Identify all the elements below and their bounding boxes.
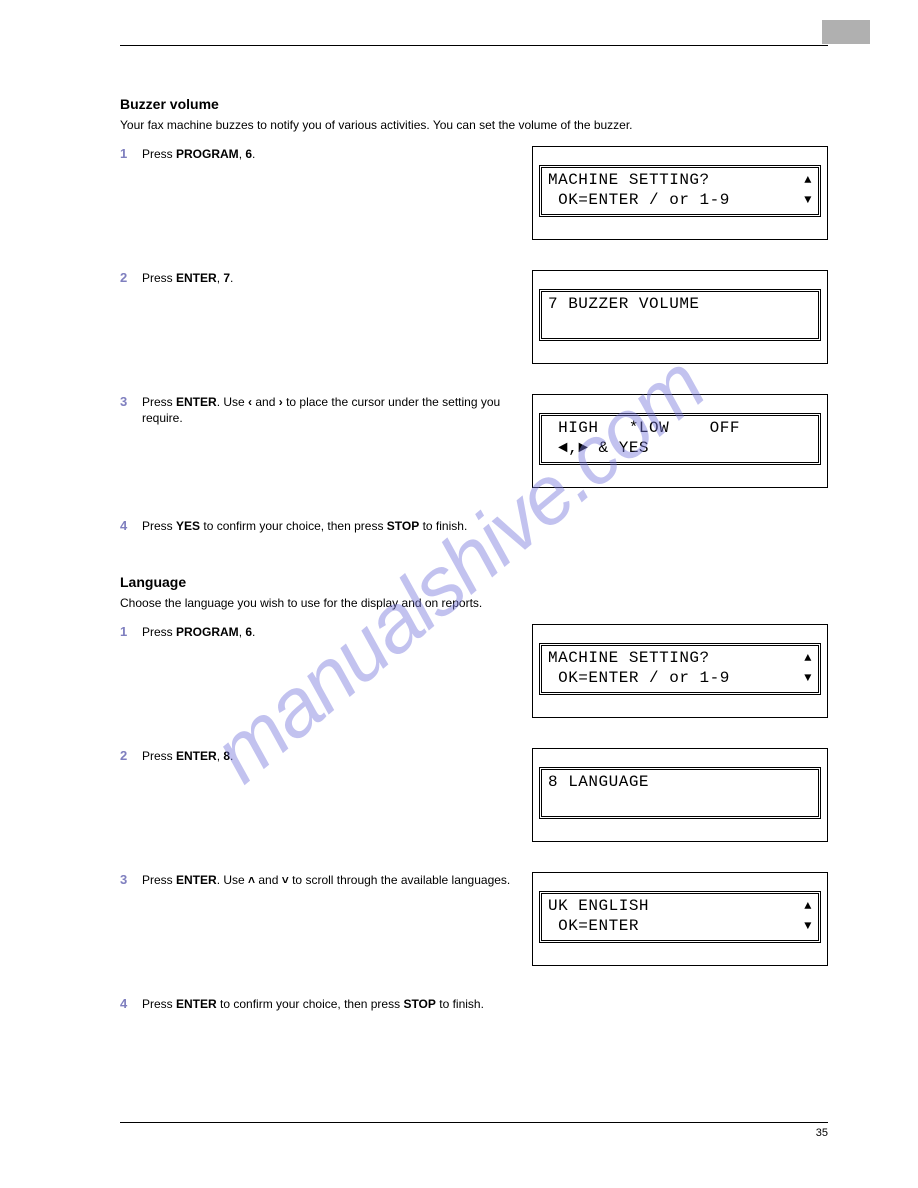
step-number: 1 (120, 624, 142, 639)
step-number: 4 (120, 996, 142, 1011)
step-text: Press PROGRAM, 6. (142, 624, 522, 640)
lcd-display: MACHINE SETTING? OK=ENTER / or 1-9 (532, 624, 828, 718)
lcd-display: UK ENGLISH OK=ENTER (532, 872, 828, 966)
section-intro-buzzer: Your fax machine buzzes to notify you of… (120, 118, 828, 132)
step-number: 1 (120, 146, 142, 161)
step-text: Press YES to confirm your choice, then p… (142, 518, 522, 534)
step-text: Press ENTER to confirm your choice, then… (142, 996, 522, 1012)
down-arrow-icon (804, 672, 812, 684)
lcd-display: 8 LANGUAGE (532, 748, 828, 842)
step-number: 2 (120, 748, 142, 763)
step-number: 4 (120, 518, 142, 533)
step-number: 2 (120, 270, 142, 285)
top-rule (120, 45, 828, 46)
step-text: Press PROGRAM, 6. (142, 146, 522, 162)
section-title-buzzer: Buzzer volume (120, 96, 828, 112)
lcd-display: MACHINE SETTING? OK=ENTER / or 1-9 (532, 146, 828, 240)
step-text: Press ENTER. Use ‹ and › to place the cu… (142, 394, 522, 426)
step-number: 3 (120, 872, 142, 887)
up-arrow-icon (804, 652, 812, 664)
step-text: Press ENTER, 8. (142, 748, 522, 764)
step-number: 3 (120, 394, 142, 409)
page-content: Buzzer volume Your fax machine buzzes to… (120, 96, 828, 1139)
page-number: 35 (120, 1127, 828, 1139)
lcd-display: HIGH *LOW OFF ◄,► & YES (532, 394, 828, 488)
section-intro-language: Choose the language you wish to use for … (120, 596, 828, 610)
up-arrow-icon (804, 900, 812, 912)
step-text: Press ENTER. Use ˄ and ˅ to scroll throu… (142, 872, 522, 888)
bottom-rule (120, 1122, 828, 1123)
lcd-display: 7 BUZZER VOLUME (532, 270, 828, 364)
down-arrow-icon (804, 194, 812, 206)
up-arrow-icon (804, 174, 812, 186)
section-title-language: Language (120, 574, 828, 590)
step-text: Press ENTER, 7. (142, 270, 522, 286)
page-tab (822, 20, 870, 44)
down-arrow-icon (804, 920, 812, 932)
